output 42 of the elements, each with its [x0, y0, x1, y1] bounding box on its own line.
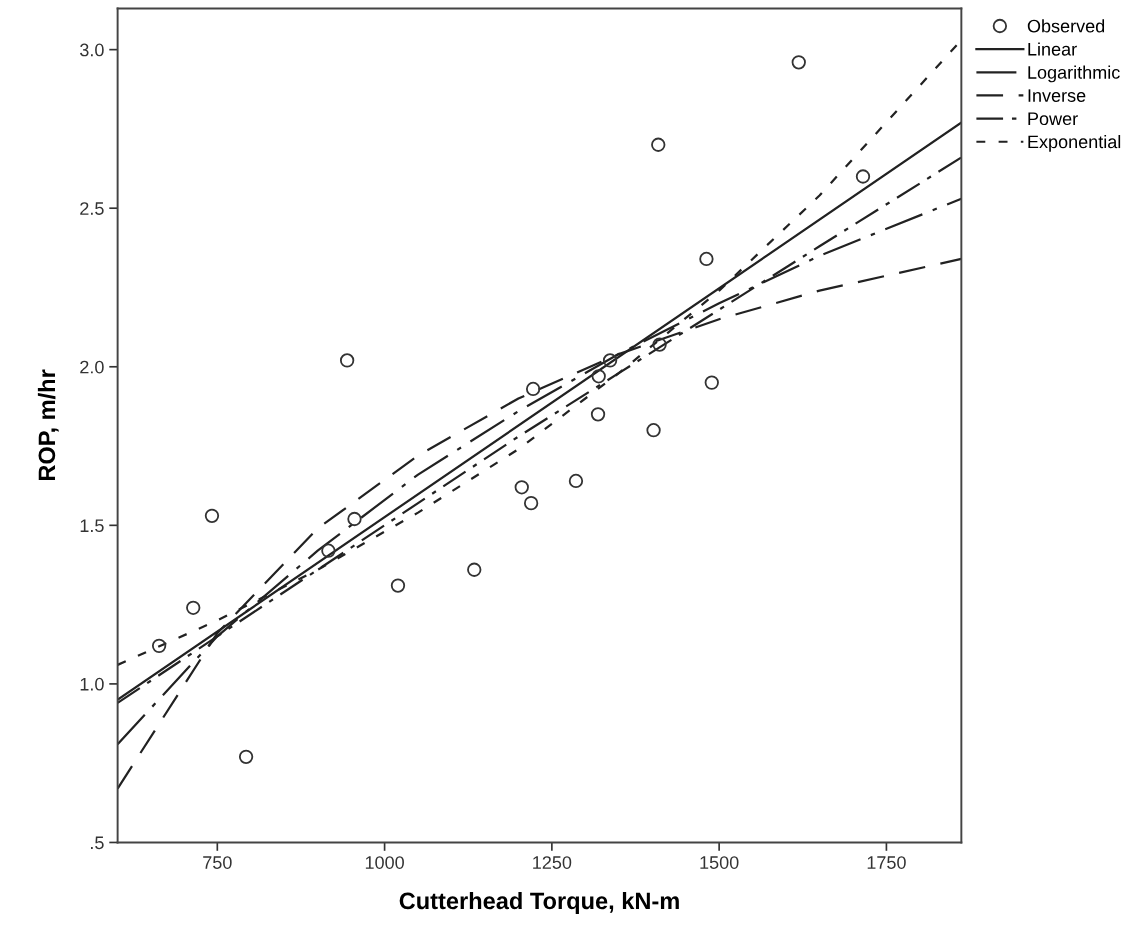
- x-axis-title: Cutterhead Torque, kN-m: [399, 891, 679, 914]
- x-tick-label: 1500: [700, 856, 739, 869]
- point: [591, 369, 606, 384]
- point: [151, 638, 167, 653]
- x-tick-label: 1750: [867, 856, 906, 869]
- x-tick-label: 1250: [533, 856, 572, 869]
- y-tick-label: 2.5: [80, 202, 104, 215]
- point: [523, 495, 539, 511]
- point: [339, 353, 355, 368]
- point: [204, 508, 220, 523]
- y-tick-label: 1.5: [80, 519, 104, 533]
- point: [390, 578, 406, 593]
- y-tick-label: .5: [91, 836, 104, 850]
- point: [602, 353, 618, 368]
- point: [525, 381, 541, 397]
- point: [590, 407, 606, 422]
- point: [186, 600, 201, 615]
- legend-label: Power: [1028, 112, 1078, 126]
- point: [238, 749, 254, 764]
- x-tick-label: 1000: [365, 856, 404, 869]
- point: [651, 137, 666, 152]
- legend-label: Inverse: [1028, 89, 1086, 102]
- y-tick-label: 1.0: [80, 677, 104, 691]
- point: [646, 423, 661, 438]
- y-axis-title: ROP, m/hr: [37, 369, 59, 481]
- x-tick-label: 750: [203, 856, 232, 869]
- y-tick-label: 2.0: [80, 360, 104, 374]
- y-tick-label: 3.0: [80, 43, 104, 57]
- point: [855, 169, 871, 184]
- point: [321, 543, 336, 558]
- point: [514, 480, 529, 495]
- point: [699, 251, 714, 267]
- point: [347, 511, 362, 527]
- point: [467, 562, 482, 577]
- point: [568, 473, 584, 489]
- point: [791, 55, 806, 70]
- legend-label: Observed: [1027, 19, 1105, 33]
- legend-label: Logarithmic: [1028, 65, 1120, 83]
- legend-label: Linear: [1028, 42, 1077, 56]
- point: [652, 337, 667, 352]
- point: [704, 375, 719, 390]
- legend-label: Exponential: [1028, 134, 1121, 152]
